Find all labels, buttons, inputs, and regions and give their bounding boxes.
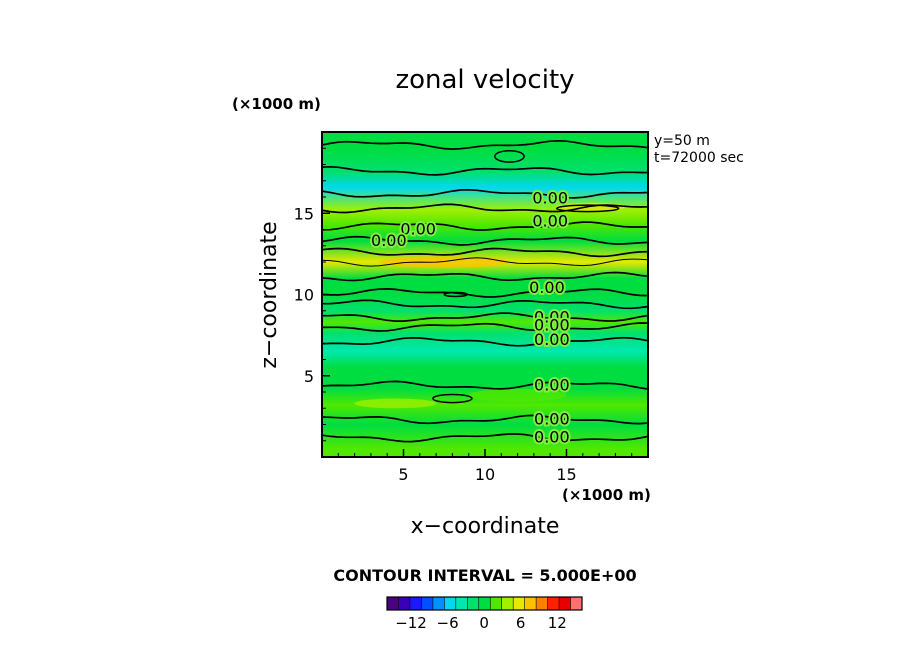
x-unit-label: (×1000 m) — [562, 486, 651, 504]
y-axis-label: z−coordinate — [257, 221, 282, 368]
contour-labels: 0.000.000.000.000.000.000.000.000.000.00… — [369, 187, 572, 449]
y-tick-label: 10 — [294, 286, 314, 305]
colorbar-swatch — [513, 597, 525, 610]
contour-label: 0.00 — [534, 307, 570, 326]
info-line-y: y=50 m — [654, 133, 710, 149]
colorbar-swatch — [467, 597, 480, 610]
contour-label: 0.00 — [534, 410, 570, 429]
colorbar-swatch — [570, 597, 583, 610]
contour-line — [322, 257, 648, 267]
chart-title: zonal velocity — [395, 65, 574, 95]
colorbar-swatch — [409, 597, 422, 610]
contour-line — [322, 299, 648, 310]
closed-contour — [443, 291, 468, 298]
contour-line — [322, 433, 648, 443]
contour-line — [322, 271, 648, 282]
contour-line — [322, 322, 648, 332]
info-line-t: t=72000 sec — [654, 150, 744, 166]
colorbar — [386, 596, 583, 611]
colorbar-tick-label: 6 — [516, 614, 526, 632]
colorbar-swatch — [421, 597, 434, 610]
y-tick-label: 5 — [304, 367, 314, 386]
hotspot — [354, 398, 437, 409]
contour-label: 0.00 — [529, 278, 565, 297]
contour-line — [322, 188, 648, 199]
colorbar-swatch — [478, 597, 491, 610]
y-ticks: 5 10 15 — [294, 147, 330, 442]
colorbar-swatch — [536, 597, 548, 610]
plot-area: 0.000.000.000.000.000.000.000.000.000.00… — [322, 132, 648, 457]
x-axis-label: x−coordinate — [411, 514, 560, 539]
closed-contour — [494, 149, 525, 163]
contour-label: 0.00 — [534, 376, 570, 395]
contour-line — [322, 247, 648, 258]
closed-contour — [555, 204, 620, 213]
colorbar-tick-label: −6 — [437, 614, 459, 632]
plot-background — [322, 132, 648, 457]
colorbar-swatch — [524, 597, 537, 610]
contour-label: 0.00 — [534, 428, 570, 447]
colorbar-swatch — [387, 597, 399, 610]
contour-label: 0.00 — [534, 330, 570, 349]
hotspot — [468, 388, 567, 402]
colorbar-swatch — [444, 597, 457, 610]
colorbar-swatch — [559, 597, 571, 610]
colorbar-frame — [386, 596, 583, 611]
colorbar-tick-label: −12 — [395, 614, 427, 632]
colorbar-swatch — [547, 597, 560, 610]
contour-line — [322, 165, 648, 176]
colorbar-tick-label: 12 — [548, 614, 567, 632]
colorbar-swatch — [455, 597, 468, 610]
colorbar-swatch — [490, 597, 503, 610]
colorbar-ticks: −12 −6 0 6 12 — [395, 614, 567, 632]
x-tick-label: 5 — [398, 465, 408, 484]
contour-line — [322, 380, 648, 390]
contour-line — [322, 414, 648, 425]
contour-label: 0.00 — [532, 189, 568, 208]
x-tick-label: 10 — [475, 465, 495, 484]
contour-line — [322, 235, 648, 246]
y-tick-label: 15 — [294, 204, 314, 223]
contour-lines — [322, 139, 648, 443]
contour-label: 0.00 — [400, 220, 436, 239]
contour-line — [322, 221, 648, 231]
colorbar-swatch — [432, 597, 445, 610]
x-tick-label: 15 — [556, 465, 576, 484]
colorbar-tick-label: 0 — [479, 614, 489, 632]
colorbar-swatch — [501, 597, 514, 610]
y-unit-label: (×1000 m) — [232, 95, 321, 113]
contour-line — [322, 139, 648, 150]
contour-label: 0.00 — [371, 231, 407, 250]
contour-label: 0.00 — [534, 315, 570, 334]
x-ticks: 5 10 15 — [337, 449, 633, 484]
colorbar-swatch — [398, 597, 411, 610]
contour-line — [322, 288, 648, 298]
contour-line — [322, 336, 648, 347]
contour-label: 0.00 — [532, 211, 568, 230]
contour-interval-text: CONTOUR INTERVAL = 5.000E+00 — [333, 566, 636, 585]
contour-line — [322, 312, 648, 322]
closed-contour — [432, 393, 473, 404]
